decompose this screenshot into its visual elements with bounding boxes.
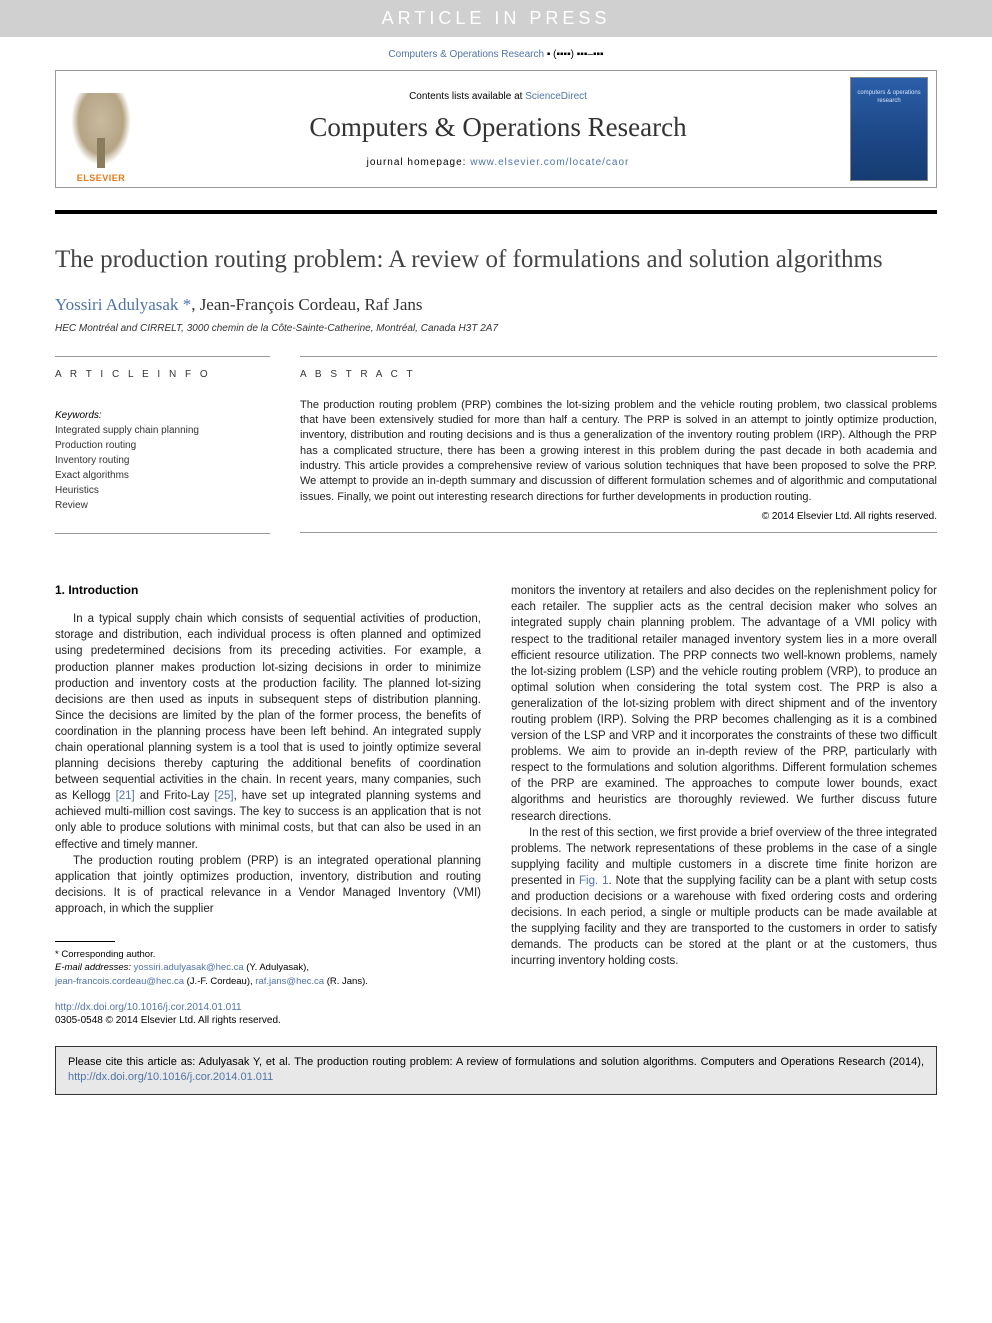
article-in-press-banner: ARTICLE IN PRESS — [0, 0, 992, 37]
issn-line: 0305-0548 © 2014 Elsevier Ltd. All right… — [55, 1015, 937, 1026]
body-text-left: In a typical supply chain which consists… — [55, 611, 481, 917]
body-column-right: monitors the inventory at retailers and … — [511, 583, 937, 988]
keyword-item: Integrated supply chain planning — [55, 423, 270, 438]
authors-line: Yossiri Adulyasak *, Jean-François Corde… — [55, 295, 937, 315]
homepage-link[interactable]: www.elsevier.com/locate/caor — [470, 157, 629, 168]
ref-link-25[interactable]: [25] — [214, 790, 233, 802]
sciencedirect-link[interactable]: ScienceDirect — [525, 91, 587, 102]
contents-available-line: Contents lists available at ScienceDirec… — [146, 91, 850, 102]
corresponding-author-note: * Corresponding author. — [55, 948, 481, 961]
cover-thumb-text: computers & operations research — [851, 90, 927, 106]
elsevier-text: ELSEVIER — [77, 173, 126, 183]
article-title: The production routing problem: A review… — [55, 244, 937, 277]
email-name-2: (J.-F. Cordeau), — [184, 976, 255, 987]
footnote-separator — [55, 941, 115, 942]
doi-line: http://dx.doi.org/10.1016/j.cor.2014.01.… — [55, 1002, 937, 1013]
section-heading-1: 1. Introduction — [55, 583, 481, 597]
article-info-column: A R T I C L E I N F O Keywords: Integrat… — [55, 356, 270, 534]
meta-row: A R T I C L E I N F O Keywords: Integrat… — [55, 356, 937, 534]
paragraph-1: In a typical supply chain which consists… — [55, 611, 481, 852]
journal-ref-link[interactable]: Computers & Operations Research — [388, 49, 544, 60]
keywords-label: Keywords: — [55, 410, 270, 421]
journal-name: Computers & Operations Research — [146, 112, 850, 143]
corresponding-author-star[interactable]: * — [183, 295, 192, 314]
journal-header-box: ELSEVIER Contents lists available at Sci… — [55, 70, 937, 188]
journal-reference-line: Computers & Operations Research ▪ (▪▪▪▪)… — [0, 37, 992, 70]
homepage-line: journal homepage: www.elsevier.com/locat… — [146, 157, 850, 168]
page: ARTICLE IN PRESS Computers & Operations … — [0, 0, 992, 1323]
ref-link-21[interactable]: [21] — [116, 790, 135, 802]
doi-link[interactable]: http://dx.doi.org/10.1016/j.cor.2014.01.… — [55, 1002, 242, 1013]
body-columns: 1. Introduction In a typical supply chai… — [55, 583, 937, 988]
elsevier-tree-icon — [66, 93, 136, 173]
title-divider — [55, 210, 937, 214]
email-addresses-line: E-mail addresses: yossiri.adulyasak@hec.… — [55, 961, 481, 988]
citation-text: Please cite this article as: Adulyasak Y… — [68, 1056, 924, 1068]
abstract-column: A B S T R A C T The production routing p… — [300, 356, 937, 534]
affiliation: HEC Montréal and CIRRELT, 3000 chemin de… — [55, 323, 937, 334]
email-label: E-mail addresses: — [55, 962, 134, 973]
keyword-item: Production routing — [55, 438, 270, 453]
elsevier-logo[interactable]: ELSEVIER — [56, 71, 146, 187]
citation-doi-link[interactable]: http://dx.doi.org/10.1016/j.cor.2014.01.… — [68, 1071, 273, 1083]
body-column-left: 1. Introduction In a typical supply chai… — [55, 583, 481, 988]
abstract-label: A B S T R A C T — [300, 369, 937, 380]
homepage-label: journal homepage: — [367, 157, 471, 168]
abstract-text: The production routing problem (PRP) com… — [300, 398, 937, 506]
header-center: Contents lists available at ScienceDirec… — [146, 81, 850, 178]
email-name-3: (R. Jans). — [324, 976, 368, 987]
email-link-1[interactable]: yossiri.adulyasak@hec.ca — [134, 962, 244, 973]
email-name-1: (Y. Adulyasak), — [244, 962, 309, 973]
keyword-item: Inventory routing — [55, 453, 270, 468]
footnotes: * Corresponding author. E-mail addresses… — [55, 948, 481, 988]
paragraph-cont: monitors the inventory at retailers and … — [511, 583, 937, 824]
email-link-3[interactable]: raf.jans@hec.ca — [255, 976, 324, 987]
contents-text: Contents lists available at — [409, 91, 525, 102]
citation-box: Please cite this article as: Adulyasak Y… — [55, 1046, 937, 1095]
author-link-1[interactable]: Yossiri Adulyasak — [55, 295, 178, 314]
journal-ref-placeholder: ▪ (▪▪▪▪) ▪▪▪–▪▪▪ — [547, 49, 604, 60]
paragraph-2: The production routing problem (PRP) is … — [55, 853, 481, 917]
paragraph-3: In the rest of this section, we first pr… — [511, 825, 937, 970]
fig-link-1[interactable]: Fig. 1 — [579, 875, 609, 887]
article-info-label: A R T I C L E I N F O — [55, 369, 270, 380]
keywords-list: Integrated supply chain planning Product… — [55, 423, 270, 513]
keyword-item: Exact algorithms — [55, 468, 270, 483]
keyword-item: Review — [55, 498, 270, 513]
keyword-item: Heuristics — [55, 483, 270, 498]
body-text-right: monitors the inventory at retailers and … — [511, 583, 937, 969]
journal-cover-thumbnail[interactable]: computers & operations research — [850, 77, 928, 181]
abstract-copyright: © 2014 Elsevier Ltd. All rights reserved… — [300, 511, 937, 522]
email-link-2[interactable]: jean-francois.cordeau@hec.ca — [55, 976, 184, 987]
authors-rest: , Jean-François Cordeau, Raf Jans — [191, 295, 422, 314]
